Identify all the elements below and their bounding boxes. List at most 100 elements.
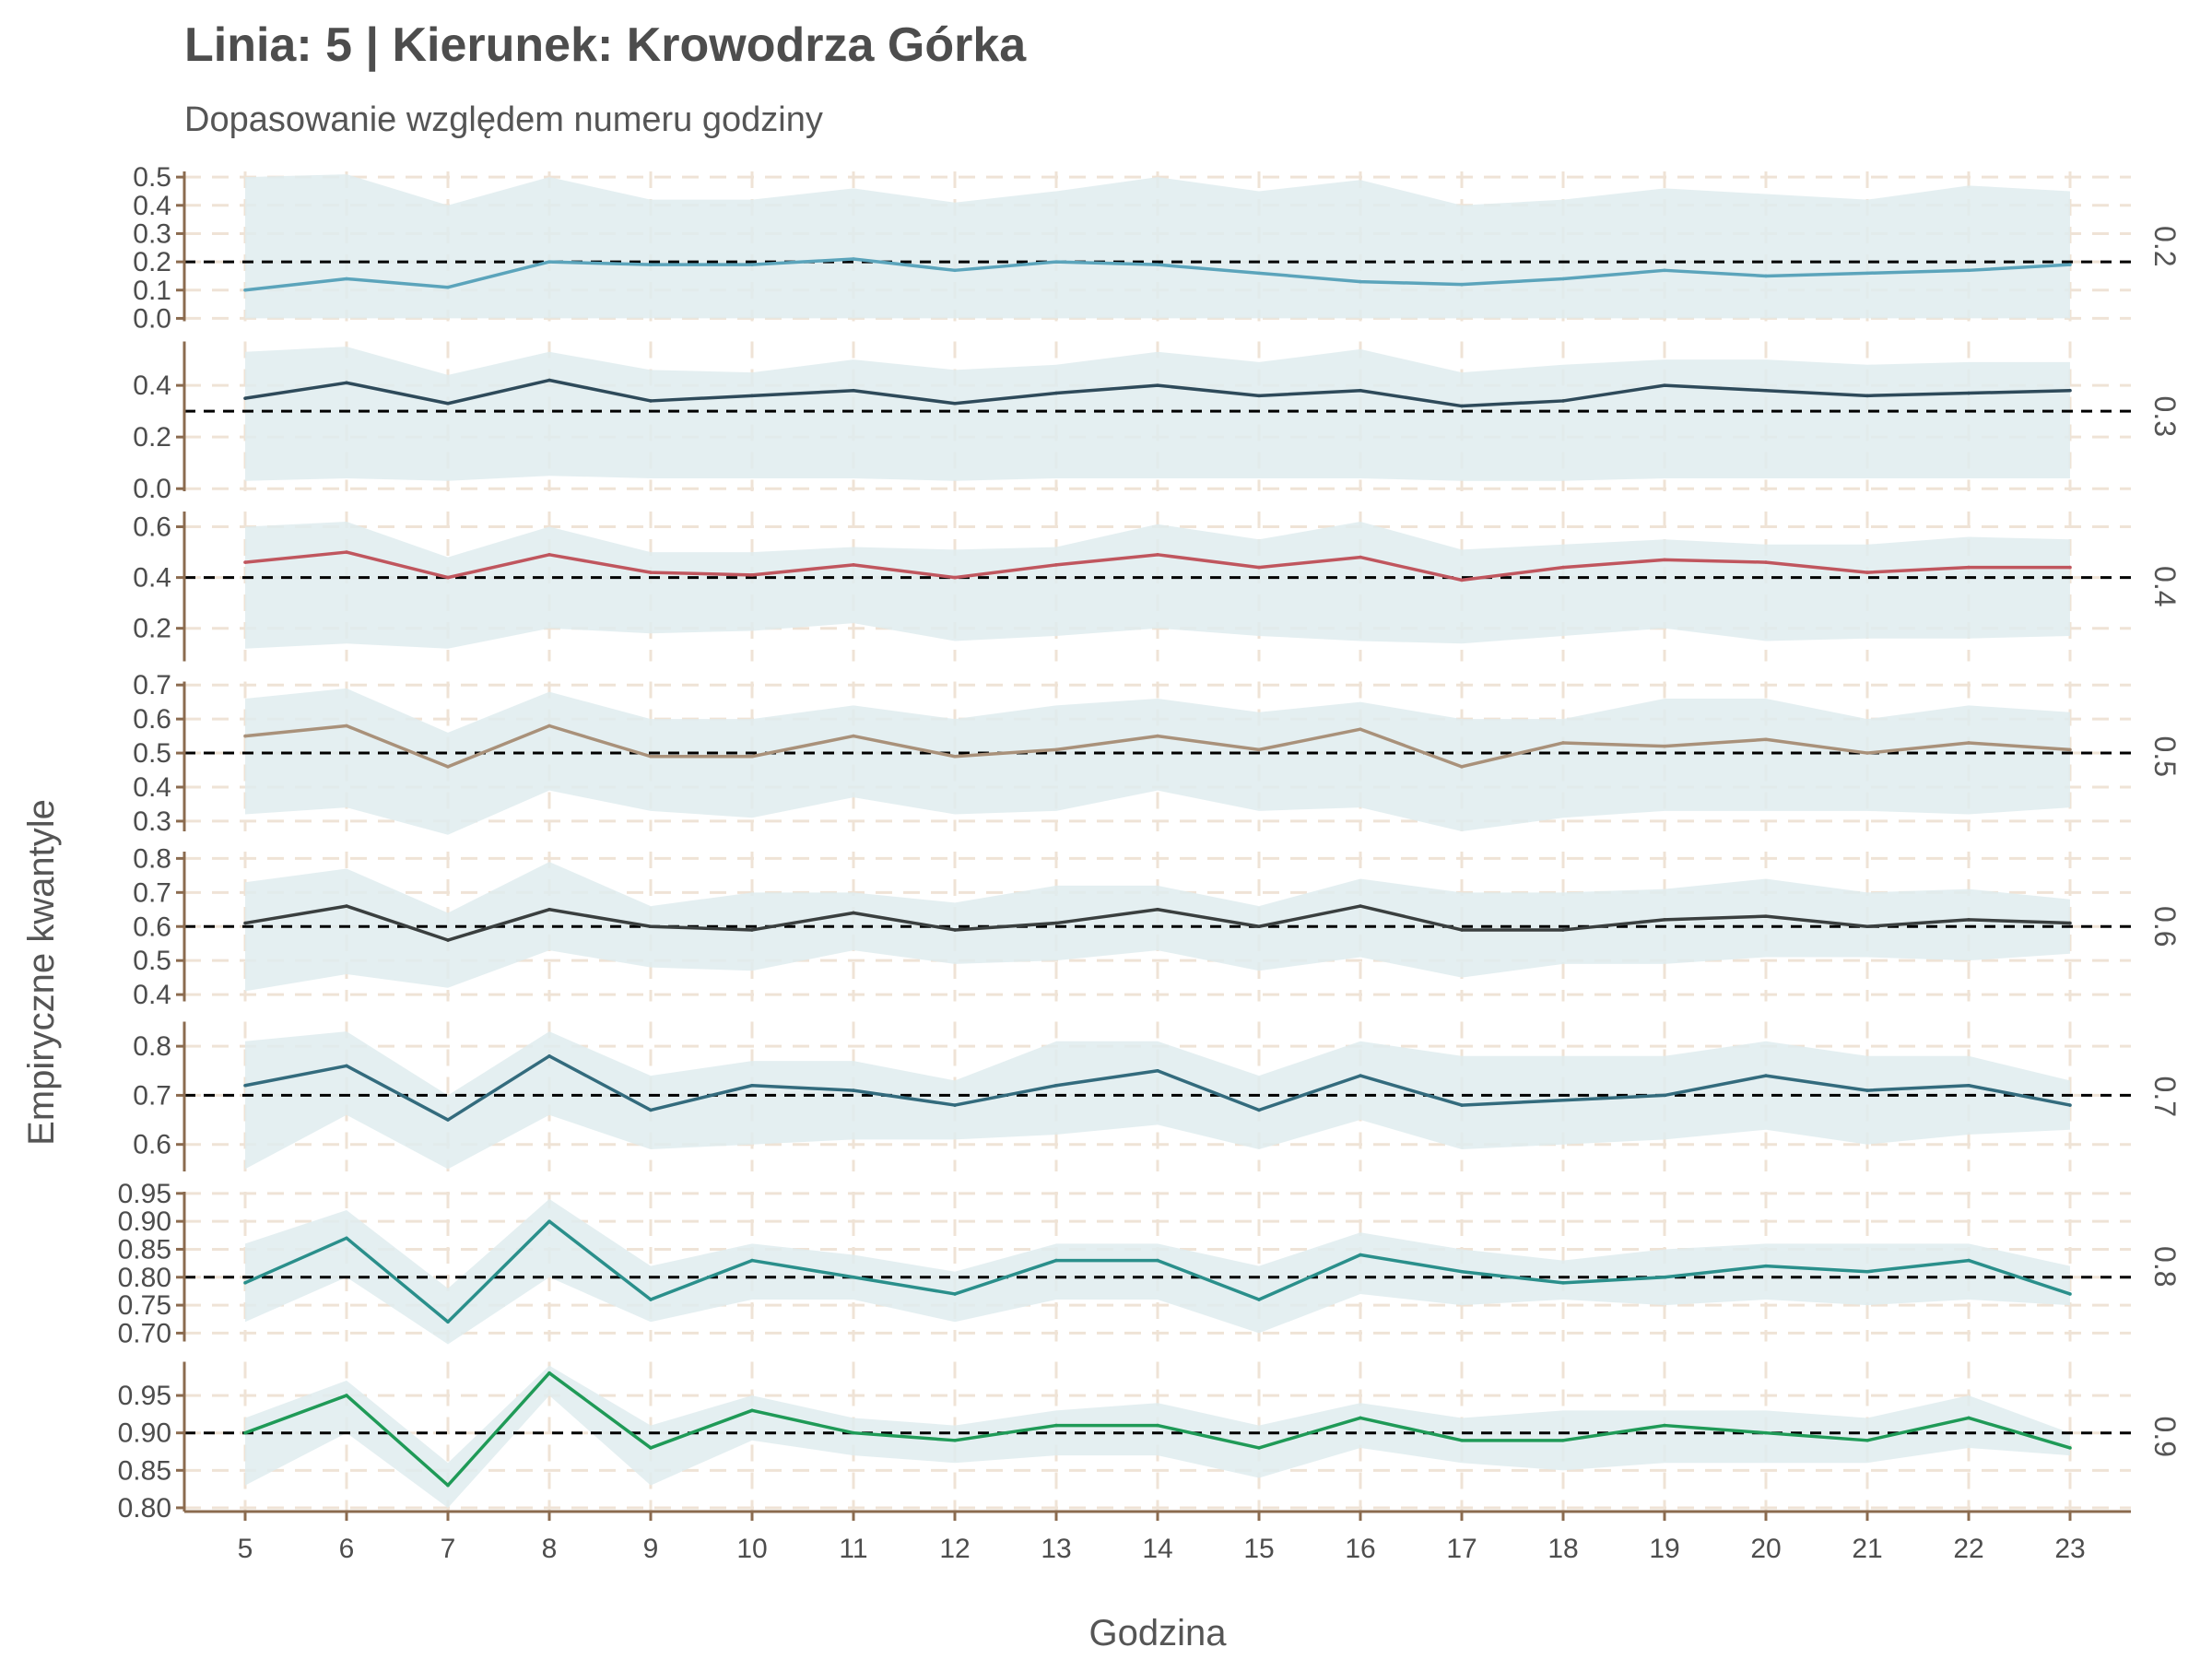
x-tick-label: 6 xyxy=(339,1534,355,1564)
data-point xyxy=(446,575,450,580)
data-point xyxy=(852,1088,855,1092)
y-tick-label: 0.6 xyxy=(133,912,171,942)
confidence-band xyxy=(245,1031,2070,1170)
y-tick-label: 0.95 xyxy=(118,1381,171,1411)
data-point xyxy=(2068,747,2072,752)
data-point xyxy=(1865,271,1869,276)
data-point xyxy=(750,754,754,759)
facet-panels: 0.00.10.20.30.40.50.20.00.20.40.30.20.40… xyxy=(118,162,2182,1524)
x-tick-label: 12 xyxy=(939,1534,970,1564)
data-point xyxy=(446,1118,450,1122)
data-point xyxy=(1054,1423,1058,1428)
data-point xyxy=(953,1292,957,1296)
x-tick-label: 23 xyxy=(2054,1534,2085,1564)
data-point xyxy=(345,1064,348,1068)
data-point xyxy=(1663,1093,1666,1098)
data-point xyxy=(547,378,551,382)
data-point xyxy=(1460,928,1464,932)
data-point xyxy=(1359,555,1362,559)
data-point xyxy=(1663,558,1666,562)
data-point xyxy=(243,1430,247,1435)
data-point xyxy=(446,285,450,289)
data-point xyxy=(1663,744,1666,748)
x-tick-label: 11 xyxy=(839,1534,867,1564)
data-point xyxy=(750,394,754,398)
data-point xyxy=(1156,263,1159,266)
data-point xyxy=(1359,388,1362,393)
x-tick-label: 5 xyxy=(238,1534,253,1564)
facet-panel-0.2: 0.00.10.20.30.40.50.2 xyxy=(133,162,2182,334)
data-point xyxy=(547,553,551,557)
data-point xyxy=(547,724,551,728)
x-tick-label: 15 xyxy=(1243,1534,1274,1564)
data-point xyxy=(1460,578,1464,582)
data-point xyxy=(1663,1423,1666,1428)
data-point xyxy=(953,928,957,932)
data-point xyxy=(2068,565,2072,570)
data-point xyxy=(446,938,450,942)
y-tick-label: 0.5 xyxy=(133,162,171,193)
data-point xyxy=(547,260,551,264)
facet-panel-0.6: 0.4 0.5 0.6 0.70.8 0.6 xyxy=(133,843,2182,1010)
data-point xyxy=(446,765,450,769)
data-point xyxy=(750,263,754,266)
data-point xyxy=(1257,1108,1261,1112)
data-point xyxy=(2068,1446,2072,1450)
data-point xyxy=(345,381,348,385)
data-point xyxy=(1156,1258,1159,1263)
y-tick-label: 0.4 xyxy=(133,191,171,221)
data-point xyxy=(1764,560,1768,564)
y-tick-label: 0.7 xyxy=(133,1080,171,1111)
x-tick-label: 20 xyxy=(1750,1534,1781,1564)
data-point xyxy=(243,734,247,738)
data-point xyxy=(1561,1098,1565,1102)
data-point xyxy=(345,1394,348,1397)
y-tick-label: 0.8 xyxy=(133,1031,171,1062)
data-point xyxy=(1561,928,1565,932)
data-point xyxy=(953,401,957,406)
data-point xyxy=(1764,388,1768,393)
data-point xyxy=(1967,268,1971,273)
x-axis-title: Godzina xyxy=(1089,1613,1228,1653)
data-point xyxy=(1156,1068,1159,1073)
x-tick-label: 19 xyxy=(1649,1534,1679,1564)
data-point xyxy=(1865,1269,1869,1274)
data-point xyxy=(1561,741,1565,745)
data-point xyxy=(1054,747,1058,752)
data-point xyxy=(345,724,348,728)
data-point xyxy=(750,928,754,932)
data-point xyxy=(345,1236,348,1241)
y-tick-label: 0.1 xyxy=(133,276,171,306)
data-point xyxy=(1967,1083,1971,1088)
y-tick-label: 0.3 xyxy=(133,218,171,249)
data-point xyxy=(649,1298,653,1301)
facet-panel-0.9: 0.80 0.85 0.90 0.95 0.9 xyxy=(118,1361,2182,1524)
chart-subtitle: Dopasowanie względem numeru godziny xyxy=(184,100,823,139)
data-point xyxy=(1054,260,1058,264)
data-point xyxy=(547,1053,551,1058)
data-point xyxy=(1764,274,1768,278)
data-point xyxy=(953,1439,957,1442)
data-point xyxy=(852,1275,855,1279)
x-axis: 5 6 7 8 9 10 11 12 13 14 15 16 17 18 19 20 21 22 23 xyxy=(184,1510,2131,1564)
data-point xyxy=(1967,741,1971,745)
y-tick-label: 0.75 xyxy=(118,1290,171,1321)
data-point xyxy=(1257,271,1261,276)
data-point xyxy=(1257,1298,1261,1301)
facet-panel-0.8: 0.700.750.800.850.900.95 0.8 xyxy=(118,1179,2182,1349)
data-point xyxy=(1054,391,1058,395)
data-point xyxy=(1156,907,1159,912)
data-point xyxy=(345,550,348,554)
data-point xyxy=(1764,914,1768,918)
x-tick-label: 10 xyxy=(736,1534,767,1564)
data-point xyxy=(1460,1103,1464,1107)
x-tick-label: 13 xyxy=(1041,1534,1071,1564)
data-point xyxy=(1967,1258,1971,1263)
data-point xyxy=(750,1258,754,1263)
data-point xyxy=(1865,394,1869,398)
facet-label: 0.3 xyxy=(2148,396,2182,437)
data-point xyxy=(1359,727,1362,732)
data-point xyxy=(243,1083,247,1088)
data-point xyxy=(1663,918,1666,922)
